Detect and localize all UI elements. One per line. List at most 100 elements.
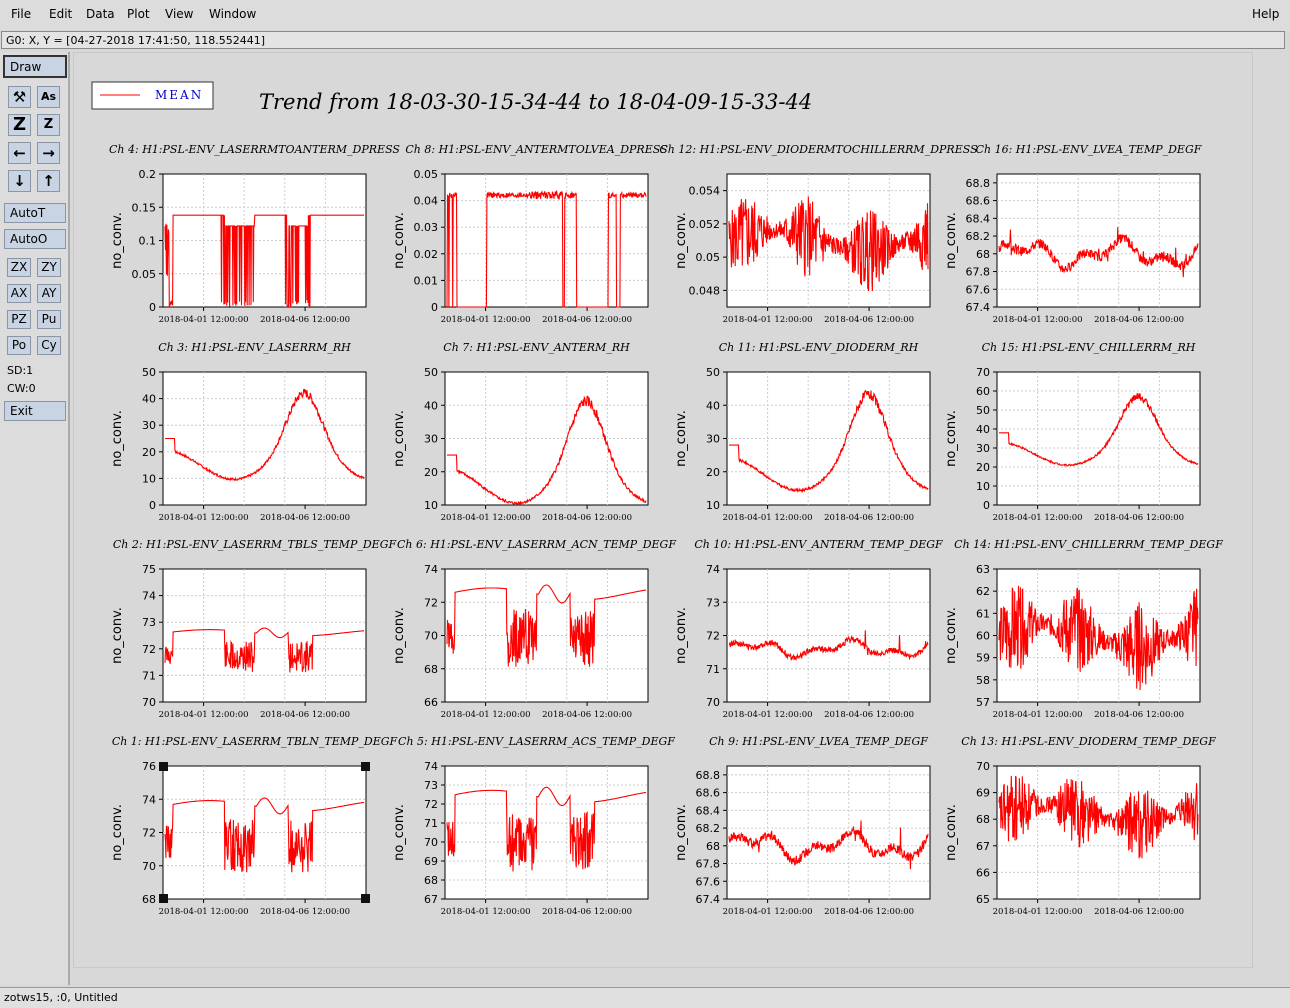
menu-view[interactable]: View (165, 7, 194, 21)
series-line (164, 214, 364, 308)
text-icon[interactable]: A̵s (37, 86, 60, 108)
y-tick-label: 30 (976, 442, 990, 455)
y-tick-label: 67 (424, 893, 438, 906)
ax-button[interactable]: AX (7, 284, 31, 303)
menu-help[interactable]: Help (1252, 7, 1280, 21)
y-tick-label: 50 (976, 404, 990, 417)
pu-button[interactable]: Pu (37, 310, 61, 329)
y-tick-label: 71 (706, 663, 720, 676)
pz-button[interactable]: PZ (7, 310, 31, 329)
sd-label: SD:1 (7, 364, 34, 377)
selection-handle (361, 762, 370, 771)
y-tick-label: 0 (983, 499, 990, 512)
magnify-icon[interactable]: ⚒ (8, 86, 31, 108)
y-tick-label: 0.054 (689, 185, 721, 198)
series-line (447, 395, 647, 506)
arrow-up-icon[interactable]: ↑ (37, 170, 60, 192)
series-line (998, 585, 1199, 691)
po-button[interactable]: Po (7, 336, 31, 355)
panel-title: Ch 7: H1:PSL-ENV_ANTERM_RH (443, 341, 630, 354)
draw-button[interactable]: Draw (3, 55, 67, 78)
y-tick-label: 70 (976, 366, 990, 379)
y-axis-label: no_conv. (944, 410, 959, 467)
y-axis-label: no_conv. (674, 410, 689, 467)
zy-button[interactable]: ZY (37, 258, 61, 277)
arrow-down-icon[interactable]: ↓ (8, 170, 31, 192)
y-tick-label: 30 (424, 433, 438, 446)
zx-button[interactable]: ZX (7, 258, 31, 277)
chart-panel: Ch 2: H1:PSL-ENV_LASERRM_TBLS_TEMP_DEGF 7… (110, 538, 396, 720)
y-axis-label: no_conv. (392, 410, 407, 467)
y-axis-label: no_conv. (110, 410, 125, 467)
series-line (728, 820, 929, 870)
series-line (165, 388, 365, 482)
y-tick-label: 50 (424, 366, 438, 379)
y-tick-label: 70 (142, 696, 156, 709)
menu-plot[interactable]: Plot (127, 7, 150, 21)
zoom-big-icon[interactable]: Z (8, 114, 31, 136)
arrow-right-icon[interactable]: → (37, 142, 60, 164)
x-tick-label: 2018-04-06 12:00:00 (1094, 513, 1184, 523)
y-tick-label: 71 (142, 669, 156, 682)
y-tick-label: 0.1 (139, 235, 157, 248)
menu-edit[interactable]: Edit (49, 7, 73, 21)
y-tick-label: 0.2 (139, 168, 157, 181)
y-tick-label: 72 (424, 596, 438, 609)
menu-file[interactable]: File (11, 7, 32, 21)
x-tick-label: 2018-04-06 12:00:00 (260, 907, 350, 917)
y-tick-label: 74 (142, 793, 156, 806)
menu-window[interactable]: Window (209, 7, 257, 21)
y-tick-label: 66 (976, 866, 990, 879)
autot-button[interactable]: AutoT (4, 203, 66, 223)
panel-title: Ch 16: H1:PSL-ENV_LVEA_TEMP_DEGF (976, 143, 1202, 156)
arrow-left-icon[interactable]: ← (8, 142, 31, 164)
panel-frame (996, 371, 1201, 506)
panel-frame (162, 371, 367, 506)
series-line (164, 797, 365, 873)
y-tick-label: 72 (142, 827, 156, 840)
y-tick-label: 68.8 (696, 769, 721, 782)
y-tick-label: 0.05 (132, 268, 157, 281)
y-axis-label: no_conv. (674, 212, 689, 269)
y-axis-label: no_conv. (392, 607, 407, 664)
y-tick-label: 74 (706, 563, 720, 576)
y-axis-label: no_conv. (944, 607, 959, 664)
x-tick-label: 2018-04-01 12:00:00 (159, 513, 249, 523)
y-tick-label: 57 (976, 696, 990, 709)
selection-handle (159, 762, 168, 771)
y-tick-label: 73 (424, 779, 438, 792)
exit-button[interactable]: Exit (4, 401, 66, 421)
y-axis-label: no_conv. (110, 804, 125, 861)
y-tick-label: 69 (976, 787, 990, 800)
x-tick-label: 2018-04-06 12:00:00 (1094, 315, 1184, 325)
cy-button[interactable]: Cy (37, 336, 61, 355)
y-tick-label: 40 (142, 393, 156, 406)
y-axis-label: no_conv. (110, 212, 125, 269)
y-tick-label: 74 (142, 590, 156, 603)
panel-title: Ch 9: H1:PSL-ENV_LVEA_TEMP_DEGF (709, 735, 928, 748)
chart-panel: Ch 15: H1:PSL-ENV_CHILLERRM_RH 0 10 20 30 40 5… (944, 341, 1201, 523)
panel-title: Ch 12: H1:PSL-ENV_DIODERMTOCHILLERRM_DPR… (659, 143, 978, 156)
selection-handle (361, 894, 370, 903)
y-tick-label: 68.2 (696, 822, 721, 835)
menu-data[interactable]: Data (86, 7, 115, 21)
y-tick-label: 67.8 (966, 266, 991, 279)
y-tick-label: 68 (424, 874, 438, 887)
autoo-button[interactable]: AutoO (4, 229, 66, 249)
y-axis-label: no_conv. (944, 804, 959, 861)
panel-title: Ch 10: H1:PSL-ENV_ANTERM_TEMP_DEGF (694, 538, 943, 551)
cw-label: CW:0 (7, 382, 36, 395)
zoom-small-icon[interactable]: Z (37, 114, 60, 136)
ay-button[interactable]: AY (37, 284, 61, 303)
y-tick-label: 68.8 (966, 177, 991, 190)
chart-panel: Ch 4: H1:PSL-ENV_LASERRMTOANTERM_DPRESS 0… (109, 143, 400, 325)
y-tick-label: 68 (424, 663, 438, 676)
x-tick-label: 2018-04-06 12:00:00 (260, 513, 350, 523)
series-line (998, 775, 1199, 859)
panel-title: Ch 2: H1:PSL-ENV_LASERRM_TBLS_TEMP_DEGF (113, 538, 397, 551)
y-tick-label: 0.02 (414, 248, 439, 261)
y-tick-label: 0.05 (696, 251, 721, 264)
panel-frame (444, 765, 649, 900)
y-axis-label: no_conv. (392, 804, 407, 861)
x-tick-label: 2018-04-01 12:00:00 (723, 907, 813, 917)
